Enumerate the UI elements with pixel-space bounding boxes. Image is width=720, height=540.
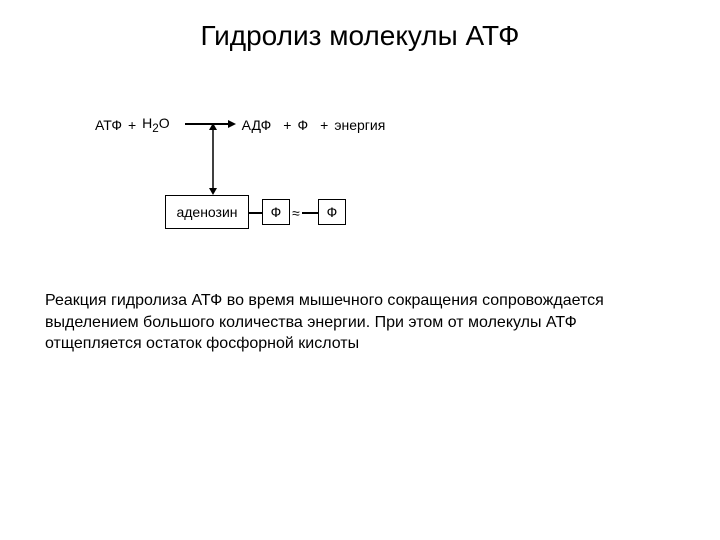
double-arrow-vertical-icon xyxy=(207,123,219,200)
slide-title: Гидролиз молекулы АТФ xyxy=(0,20,720,52)
high-energy-bond-icon: ≈ xyxy=(290,205,302,221)
caption-text: Реакция гидролиза АТФ во время мышечного… xyxy=(45,290,675,355)
phosphate-box-2: Ф xyxy=(318,199,346,225)
phosphate-box-1: Ф xyxy=(262,199,290,225)
adenosine-box: аденозин xyxy=(165,195,249,229)
connector-1 xyxy=(249,212,262,214)
molecule-diagram: аденозин Ф Ф ≈ xyxy=(95,115,455,235)
